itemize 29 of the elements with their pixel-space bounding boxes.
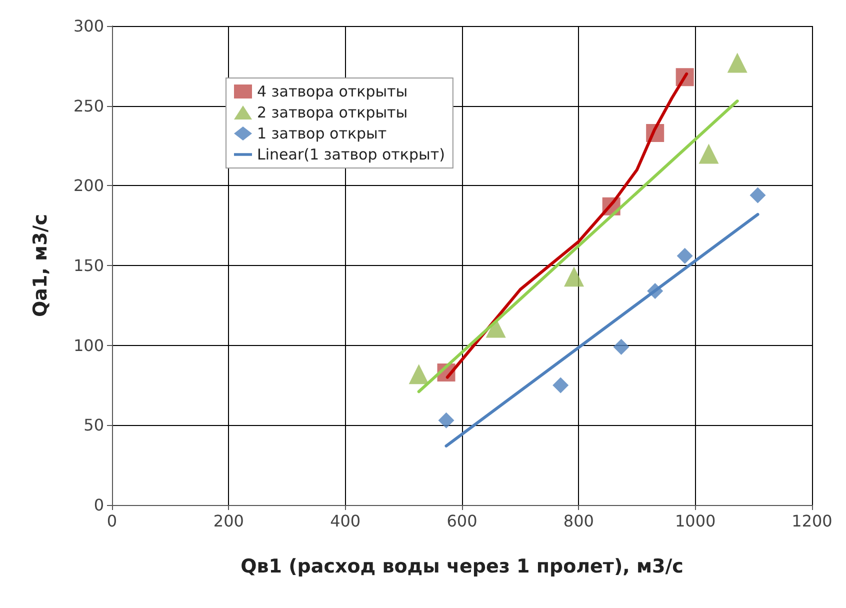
point xyxy=(564,266,584,287)
point xyxy=(613,338,630,355)
y-tick-label: 50 xyxy=(84,416,104,435)
y-tick-label: 300 xyxy=(73,16,104,36)
legend-label: 2 затвора открыты xyxy=(257,104,408,122)
point xyxy=(408,364,429,384)
point xyxy=(438,412,454,428)
x-tick-label: 0 xyxy=(106,512,118,530)
y-tick-label: 0 xyxy=(94,496,104,514)
point xyxy=(750,187,766,204)
x-tick-label: 400 xyxy=(330,512,361,530)
legend-label: 1 затвор открыт xyxy=(257,124,387,142)
x-tick-label: 1000 xyxy=(674,512,716,530)
x-tick-label: 200 xyxy=(213,512,244,530)
y-axis-title: Qa1, м3/с xyxy=(30,214,52,317)
y-tick-label: 200 xyxy=(73,176,104,196)
point xyxy=(727,52,748,73)
x-axis-title: Qв1 (расход воды через 1 пролет), м3/с xyxy=(240,556,684,578)
x-tick-label: 800 xyxy=(563,512,594,530)
x-tick-label: 600 xyxy=(446,512,478,530)
y-tick-label: 150 xyxy=(73,256,104,275)
x-tick-label: 1200 xyxy=(792,512,832,530)
y-tick-label: 250 xyxy=(73,96,104,116)
point xyxy=(676,248,693,264)
point xyxy=(552,377,569,394)
y-tick-label: 100 xyxy=(73,336,104,355)
legend-label: Linear(1 затвор открыт) xyxy=(257,146,445,164)
legend-label: 4 затвора открыты xyxy=(257,82,408,100)
point xyxy=(698,144,719,164)
